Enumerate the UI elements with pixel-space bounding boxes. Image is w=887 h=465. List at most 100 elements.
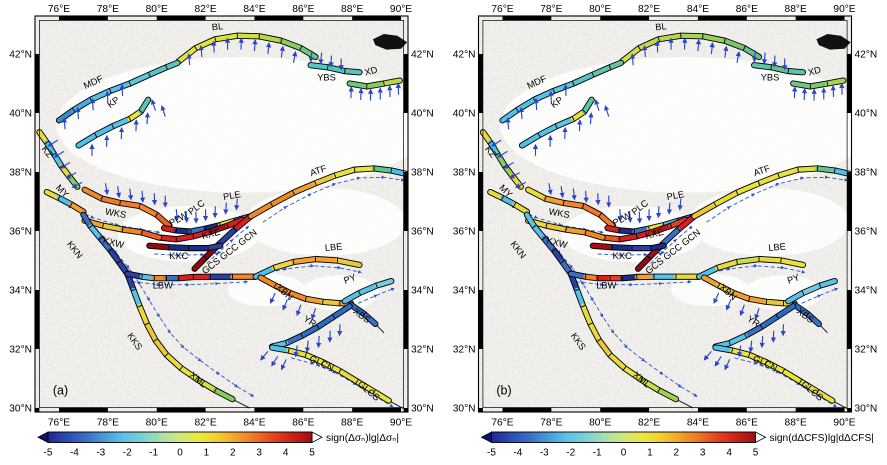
- colorbar-coulomb-stress: -5 -4 -3 -2 -1 0 1 2 3 4 5 sign(dΔCFS)lg|dΔCFS|: [480, 431, 874, 459]
- fault-LBW: [567, 270, 703, 282]
- colorbar-tick-label: -2: [123, 448, 132, 459]
- colorbar-tick-label: 0: [621, 448, 627, 459]
- fault-YR: [712, 303, 797, 350]
- axis-tick-label: 38°N: [411, 168, 434, 179]
- axis-tick-label: 42°N: [411, 50, 434, 61]
- colorbar-tick-label: 4: [283, 448, 289, 459]
- axis-tick-label: 88°E: [785, 4, 807, 15]
- axis-tick-label: 80°E: [589, 4, 611, 15]
- fault-KXC: [589, 242, 667, 252]
- axis-tick-label: 82°E: [194, 4, 216, 15]
- fault-WKS: [81, 186, 173, 229]
- axis-tick-label: 40°N: [453, 109, 476, 120]
- axis-tick-label: 84°E: [687, 4, 709, 15]
- colorbar-tick-label: 4: [726, 448, 732, 459]
- axis-tick-label: 30°N: [453, 404, 476, 415]
- axis-tick-label: 38°N: [855, 168, 878, 179]
- axis-tick-label: 32°N: [9, 345, 32, 356]
- fault-LBE: [696, 255, 807, 280]
- axis-tick-label: 78°E: [540, 4, 562, 15]
- axis-tick-label: 36°N: [453, 227, 476, 238]
- fault-KKN: [523, 211, 575, 277]
- colorbar-tick-label: 0: [177, 448, 183, 459]
- fault-LBE: [252, 255, 363, 280]
- axis-tick-label: 36°N: [855, 227, 878, 238]
- colorbar-tick-label: -5: [487, 448, 496, 459]
- fault-GLC: [268, 344, 404, 410]
- axis-tick-label: 32°N: [453, 345, 476, 356]
- colorbar-tick-label: -2: [566, 448, 575, 459]
- fault-LBW: [124, 270, 259, 282]
- axis-tick-label: 34°N: [453, 286, 476, 297]
- colorbar: -5 -4 -3 -2 -1 0 1 2 3 4 5 sign(dΔCFS)lg|dΔCFS|: [480, 431, 874, 459]
- axis-tick-label: 86°E: [292, 418, 314, 429]
- fault-KKS: [124, 270, 250, 409]
- axis-tick-label: 80°E: [146, 4, 168, 15]
- axis-tick-label: 42°N: [855, 50, 878, 61]
- axis-tick-label: 36°N: [411, 227, 434, 238]
- axis-tick-label: 42°N: [9, 50, 32, 61]
- axis-tick-label: 42°N: [453, 50, 476, 61]
- axis-tick-label: 82°E: [638, 4, 660, 15]
- slip-direction-arrows: [50, 175, 405, 408]
- axis-tick-label: 36°N: [9, 227, 32, 238]
- map-frame: [34, 15, 409, 413]
- colorbar-tick-label: -3: [540, 448, 549, 459]
- fault-KKS: [567, 270, 694, 409]
- colorbar-tick-label: 3: [256, 448, 262, 459]
- fault-label-WKS: WKS: [104, 207, 127, 221]
- fault-KXE: [156, 216, 246, 243]
- axis-tick-label: 84°E: [687, 418, 709, 429]
- axis-tick-label: 38°N: [9, 168, 32, 179]
- axis-tick-label: 86°E: [736, 4, 758, 15]
- axis-tick-label: 40°N: [411, 109, 434, 120]
- fault-XBN: [257, 274, 355, 307]
- colorbar-normal-stress: -5 -4 -3 -2 -1 0 1 2 3 4 5 sign(Δσₙ)lg|Δσₙ|: [37, 431, 399, 459]
- colorbar-tick-label: 5: [309, 448, 315, 459]
- fault-label-PY: PY: [786, 272, 801, 286]
- fault-label-KXE: KXE: [201, 227, 221, 241]
- axis-labels: 76°E 76°E 78°E 78°E 80°E 80°E 82°E 82°E 84°E 84°E…: [9, 4, 434, 429]
- fault-KXC: [146, 242, 224, 252]
- fault-label-KXC: KXC: [169, 251, 188, 261]
- fault-MY: [43, 188, 87, 215]
- colorbar-tick-label: -4: [513, 448, 522, 459]
- fault-label-BL: BL: [211, 21, 223, 32]
- fault-PY: [785, 278, 838, 305]
- colorbar-tick-label: 2: [674, 448, 680, 459]
- axis-tick-label: 82°E: [194, 418, 216, 429]
- colorbar-gradient: [47, 431, 313, 443]
- axis-tick-label: 30°N: [9, 404, 32, 415]
- colorbar-tick-label: -1: [593, 448, 602, 459]
- axis-tick-label: 76°E: [48, 418, 70, 429]
- fault-KP: [75, 96, 152, 149]
- fault-label-XD: XD: [807, 65, 822, 78]
- colorbar-tick-label: 1: [647, 448, 653, 459]
- panel-letter: (a): [53, 384, 68, 398]
- fault-ATF: [247, 165, 408, 220]
- colorbar-label: sign(dΔCFS)lg|dΔCFS|: [770, 433, 874, 444]
- axis-tick-label: 76°E: [491, 4, 513, 15]
- fault-label-PLE: PLE: [666, 189, 685, 202]
- axis-tick-label: 84°E: [243, 4, 265, 15]
- fault-label-XD: XD: [363, 65, 378, 78]
- colorbar-tick-label: -4: [70, 448, 79, 459]
- axis-tick-label: 78°E: [540, 418, 562, 429]
- axis-tick-label: 78°E: [97, 418, 119, 429]
- colorbar-tick-label: 2: [230, 448, 236, 459]
- lake: [372, 33, 408, 50]
- axis-tick-label: 32°N: [855, 345, 878, 356]
- axis-tick-label: 34°N: [411, 286, 434, 297]
- thrust-arrows: [491, 37, 845, 371]
- axis-tick-label: 86°E: [736, 418, 758, 429]
- fault-label-PLE: PLE: [222, 189, 241, 202]
- axis-tick-label: 90°E: [833, 4, 855, 15]
- axis-tick-label: 90°E: [833, 418, 855, 429]
- axis-tick-label: 88°E: [785, 418, 807, 429]
- fault-label-LBW: LBW: [596, 281, 616, 291]
- colorbar-left-arrow: [480, 431, 492, 444]
- fault-KP: [518, 96, 595, 149]
- lake: [816, 33, 851, 50]
